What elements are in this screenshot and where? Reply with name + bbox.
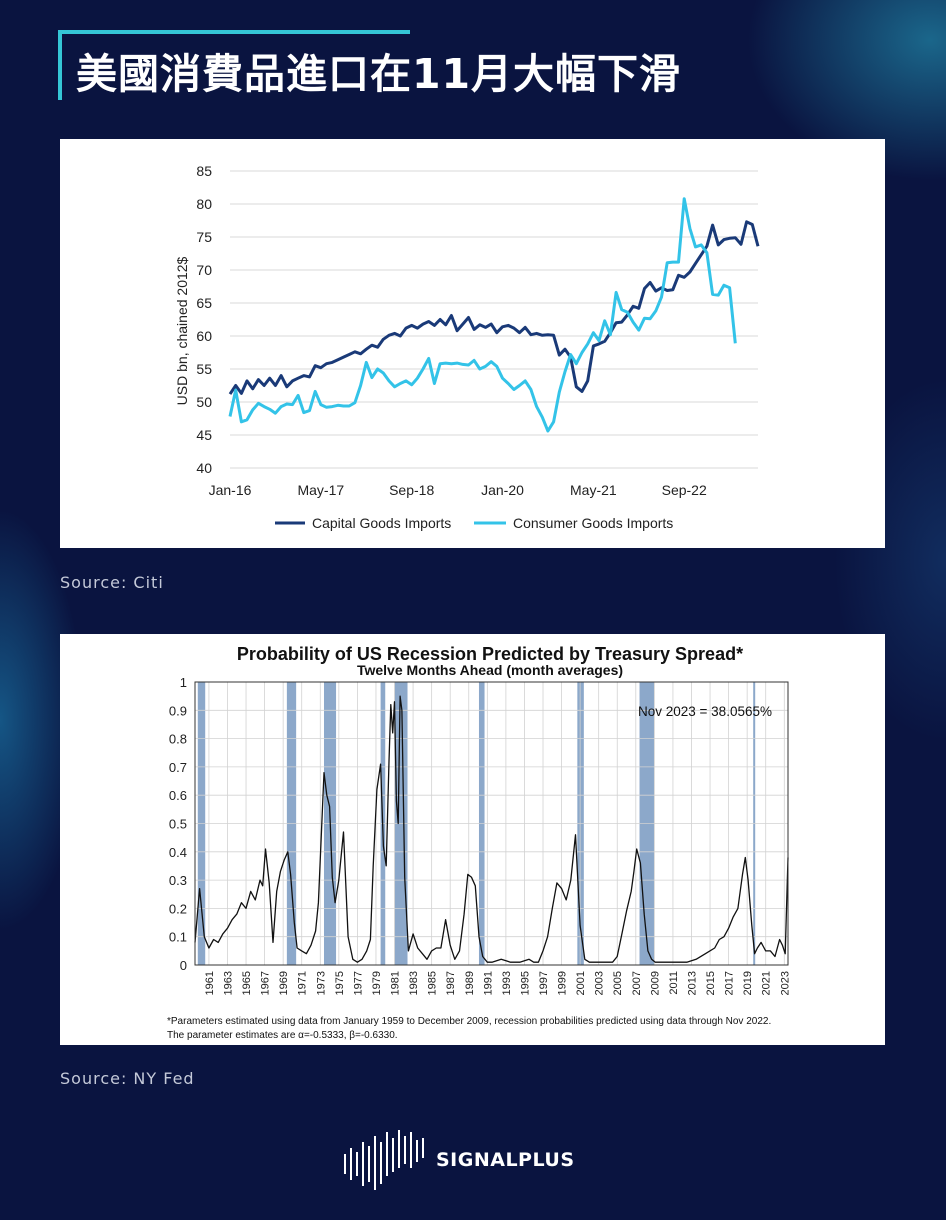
chart-annotation: Nov 2023 = 38.0565% (638, 704, 772, 719)
legend-label-consumer: Consumer Goods Imports (513, 515, 673, 531)
signalplus-logo: SIGNALPLUS (342, 1128, 582, 1192)
x-tick-label: Sep-18 (389, 482, 434, 498)
recession-chart: Probability of US Recession Predicted by… (167, 644, 791, 1041)
title-accent-line (58, 30, 410, 34)
x-tick-label: 1981 (390, 971, 402, 995)
x-tick-label: 1967 (260, 971, 272, 995)
y-tick-label: 45 (196, 427, 212, 443)
x-tick-label: 1971 (297, 971, 309, 995)
y-tick-label: 75 (196, 229, 212, 245)
footnote-line-2: The parameter estimates are α=-0.5333, β… (167, 1030, 398, 1041)
source-citi: Source: Citi (60, 573, 164, 592)
x-tick-label: 1989 (464, 971, 476, 995)
x-tick-label: 1993 (501, 971, 513, 995)
x-tick-label: 2009 (649, 971, 661, 995)
x-tick-label: 1987 (445, 971, 457, 995)
y-tick-label: 70 (196, 262, 212, 278)
x-tick-label: 2011 (668, 971, 680, 995)
x-tick-label: 2001 (575, 971, 587, 995)
capital-goods-line (228, 220, 760, 395)
y-tick-label: 55 (196, 361, 212, 377)
footnote-line-1: *Parameters estimated using data from Ja… (167, 1016, 771, 1027)
y-tick-label: 0.6 (169, 788, 187, 803)
y-tick-label: 1 (180, 675, 187, 690)
consumer-goods-line (228, 197, 737, 433)
x-tick-label: 2021 (761, 971, 773, 995)
probability-line (194, 695, 789, 963)
x-tick-label: 1997 (538, 971, 550, 995)
y-tick-label: 50 (196, 394, 212, 410)
y-axis-label: USD bn, chained 2012$ (174, 256, 190, 405)
brand-name: SIGNALPLUS (436, 1149, 575, 1171)
y-tick-label: 0.7 (169, 760, 187, 775)
x-tick-label: 2023 (779, 971, 791, 995)
y-tick-label: 85 (196, 163, 212, 179)
x-tick-label: 1977 (352, 971, 364, 995)
imports-chart-panel: 85 80 75 70 65 60 55 50 45 40 Jan-16 May-17 Sep-18 J… (60, 139, 885, 548)
y-tick-label: 0.5 (169, 817, 187, 832)
recession-chart-panel: Probability of US Recession Predicted by… (60, 634, 885, 1045)
y-tick-label: 0.8 (169, 732, 187, 747)
x-tick-label: 1999 (557, 971, 569, 995)
logo-waveform-icon (344, 1130, 424, 1190)
x-tick-label: 2017 (724, 971, 736, 995)
imports-chart: 85 80 75 70 65 60 55 50 45 40 Jan-16 May-17 Sep-18 J… (174, 163, 760, 531)
x-tick-label: 1979 (371, 971, 383, 995)
title-accent-bar (58, 30, 62, 100)
y-tick-label: 0.9 (169, 703, 187, 718)
page-title: 美國消費品進口在11月大幅下滑 (76, 50, 682, 98)
x-tick-label: 1965 (241, 971, 253, 995)
y-tick-label: 65 (196, 295, 212, 311)
x-tick-label: Sep-22 (662, 482, 707, 498)
x-tick-label: May-21 (570, 482, 617, 498)
y-tick-label: 0.2 (169, 901, 187, 916)
chart-title: Probability of US Recession Predicted by… (237, 644, 743, 664)
x-tick-label: 2005 (612, 971, 624, 995)
plot-frame (194, 681, 789, 966)
source-nyfed: Source: NY Fed (60, 1069, 195, 1088)
x-tick-label: 2003 (594, 971, 606, 995)
x-tick-label: 2015 (705, 971, 717, 995)
x-tick-label: May-17 (297, 482, 344, 498)
x-tick-label: 1969 (278, 971, 290, 995)
chart-subtitle: Twelve Months Ahead (month averages) (357, 662, 623, 678)
x-tick-label: Jan-20 (481, 482, 524, 498)
x-tick-label: 2013 (686, 971, 698, 995)
y-tick-label: 0.4 (169, 845, 187, 860)
x-tick-label: 1973 (315, 971, 327, 995)
y-tick-label: 0.1 (169, 930, 187, 945)
x-tick-label: 1975 (334, 971, 346, 995)
x-tick-label: 2019 (742, 971, 754, 995)
y-tick-label: 80 (196, 196, 212, 212)
x-tick-label: 2007 (631, 971, 643, 995)
y-tick-label: 0.3 (169, 873, 187, 888)
y-tick-label: 40 (196, 460, 212, 476)
x-tick-label: 1963 (222, 971, 234, 995)
y-tick-label: 60 (196, 328, 212, 344)
x-tick-label: 1995 (519, 971, 531, 995)
x-tick-label: 1961 (204, 971, 216, 995)
x-tick-label: 1983 (408, 971, 420, 995)
y-tick-label: 0 (180, 958, 187, 973)
legend-label-capital: Capital Goods Imports (312, 515, 451, 531)
x-tick-label: 1985 (427, 971, 439, 995)
x-tick-label: 1991 (482, 971, 494, 995)
x-tick-label: Jan-16 (209, 482, 252, 498)
